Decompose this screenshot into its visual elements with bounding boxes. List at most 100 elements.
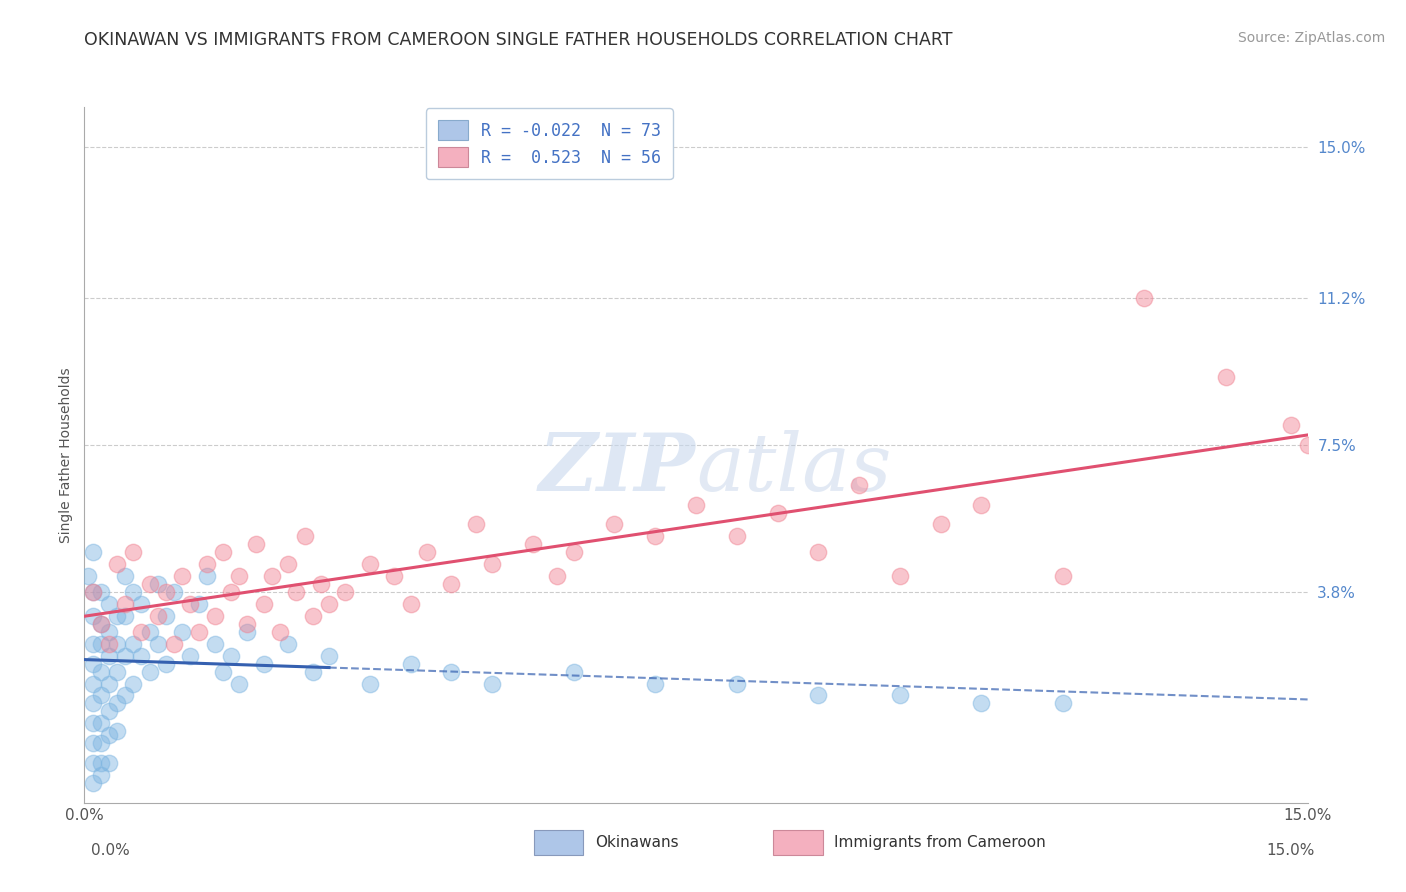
Text: 15.0%: 15.0% <box>1267 843 1315 858</box>
Point <box>90 665 112 679</box>
Point <box>1215 370 1237 384</box>
Point <box>105 609 128 624</box>
Text: 0.0%: 0.0% <box>91 843 131 858</box>
Point <box>522 537 544 551</box>
Point <box>97 676 120 690</box>
Point <box>236 616 259 631</box>
Point <box>187 624 209 639</box>
Y-axis label: Single Father Households: Single Father Households <box>59 368 73 542</box>
Point <box>82 736 104 750</box>
Point <box>146 609 169 624</box>
Point <box>848 477 870 491</box>
Point <box>970 697 993 711</box>
Point <box>82 585 104 599</box>
Point <box>179 648 201 663</box>
Point <box>163 637 186 651</box>
Point <box>155 657 177 671</box>
Point <box>318 648 340 663</box>
Point <box>481 558 503 572</box>
Point <box>82 637 104 651</box>
Point <box>97 648 120 663</box>
Point <box>1279 418 1302 433</box>
Text: OKINAWAN VS IMMIGRANTS FROM CAMEROON SINGLE FATHER HOUSEHOLDS CORRELATION CHART: OKINAWAN VS IMMIGRANTS FROM CAMEROON SIN… <box>84 31 953 49</box>
Point <box>399 657 422 671</box>
Point <box>114 609 136 624</box>
Text: Source: ZipAtlas.com: Source: ZipAtlas.com <box>1237 31 1385 45</box>
Point <box>277 558 299 572</box>
Point <box>562 665 585 679</box>
Point <box>82 545 104 559</box>
Point <box>105 558 128 572</box>
Point <box>172 569 194 583</box>
Point <box>253 597 276 611</box>
Text: Immigrants from Cameroon: Immigrants from Cameroon <box>834 835 1046 849</box>
Point <box>131 648 153 663</box>
Point <box>97 728 120 742</box>
Point <box>359 558 381 572</box>
Point <box>77 569 100 583</box>
Point <box>97 624 120 639</box>
Point <box>114 648 136 663</box>
Point <box>90 616 112 631</box>
Text: ZIP: ZIP <box>538 430 696 508</box>
Point <box>204 609 226 624</box>
Point <box>318 597 340 611</box>
Point <box>301 665 323 679</box>
Point <box>97 704 120 718</box>
Point <box>90 756 112 770</box>
Point <box>219 585 242 599</box>
Point <box>1052 697 1074 711</box>
Point <box>97 597 120 611</box>
Point <box>179 597 201 611</box>
Point <box>481 676 503 690</box>
Point <box>82 585 104 599</box>
Point <box>97 756 120 770</box>
Point <box>97 637 120 651</box>
Point <box>399 597 422 611</box>
Point <box>114 689 136 703</box>
Point <box>294 529 316 543</box>
Point <box>440 665 463 679</box>
Point <box>546 569 568 583</box>
Point <box>807 689 830 703</box>
Point <box>122 545 145 559</box>
Point <box>603 517 626 532</box>
Point <box>644 676 666 690</box>
Point <box>309 577 332 591</box>
Point <box>1133 291 1156 305</box>
Point <box>155 585 177 599</box>
Point <box>114 569 136 583</box>
Point <box>105 697 128 711</box>
Point <box>212 545 235 559</box>
Point <box>90 585 112 599</box>
Point <box>236 624 259 639</box>
Point <box>253 657 276 671</box>
Point <box>929 517 952 532</box>
Point <box>195 558 218 572</box>
Point <box>212 665 235 679</box>
Point <box>301 609 323 624</box>
Point <box>277 637 299 651</box>
Point <box>644 529 666 543</box>
Point <box>82 657 104 671</box>
Point <box>1296 438 1319 452</box>
Point <box>335 585 357 599</box>
Point <box>1052 569 1074 583</box>
Legend: R = -0.022  N = 73, R =  0.523  N = 56: R = -0.022 N = 73, R = 0.523 N = 56 <box>426 109 672 179</box>
Point <box>562 545 585 559</box>
Point <box>122 676 145 690</box>
Point <box>359 676 381 690</box>
Point <box>82 756 104 770</box>
Point <box>416 545 439 559</box>
Text: atlas: atlas <box>696 430 891 508</box>
Point <box>219 648 242 663</box>
Point <box>260 569 283 583</box>
Point <box>464 517 486 532</box>
Point <box>105 665 128 679</box>
Point <box>90 637 112 651</box>
Point <box>138 624 160 639</box>
Point <box>187 597 209 611</box>
Point <box>766 506 789 520</box>
Point <box>82 697 104 711</box>
Point <box>285 585 308 599</box>
